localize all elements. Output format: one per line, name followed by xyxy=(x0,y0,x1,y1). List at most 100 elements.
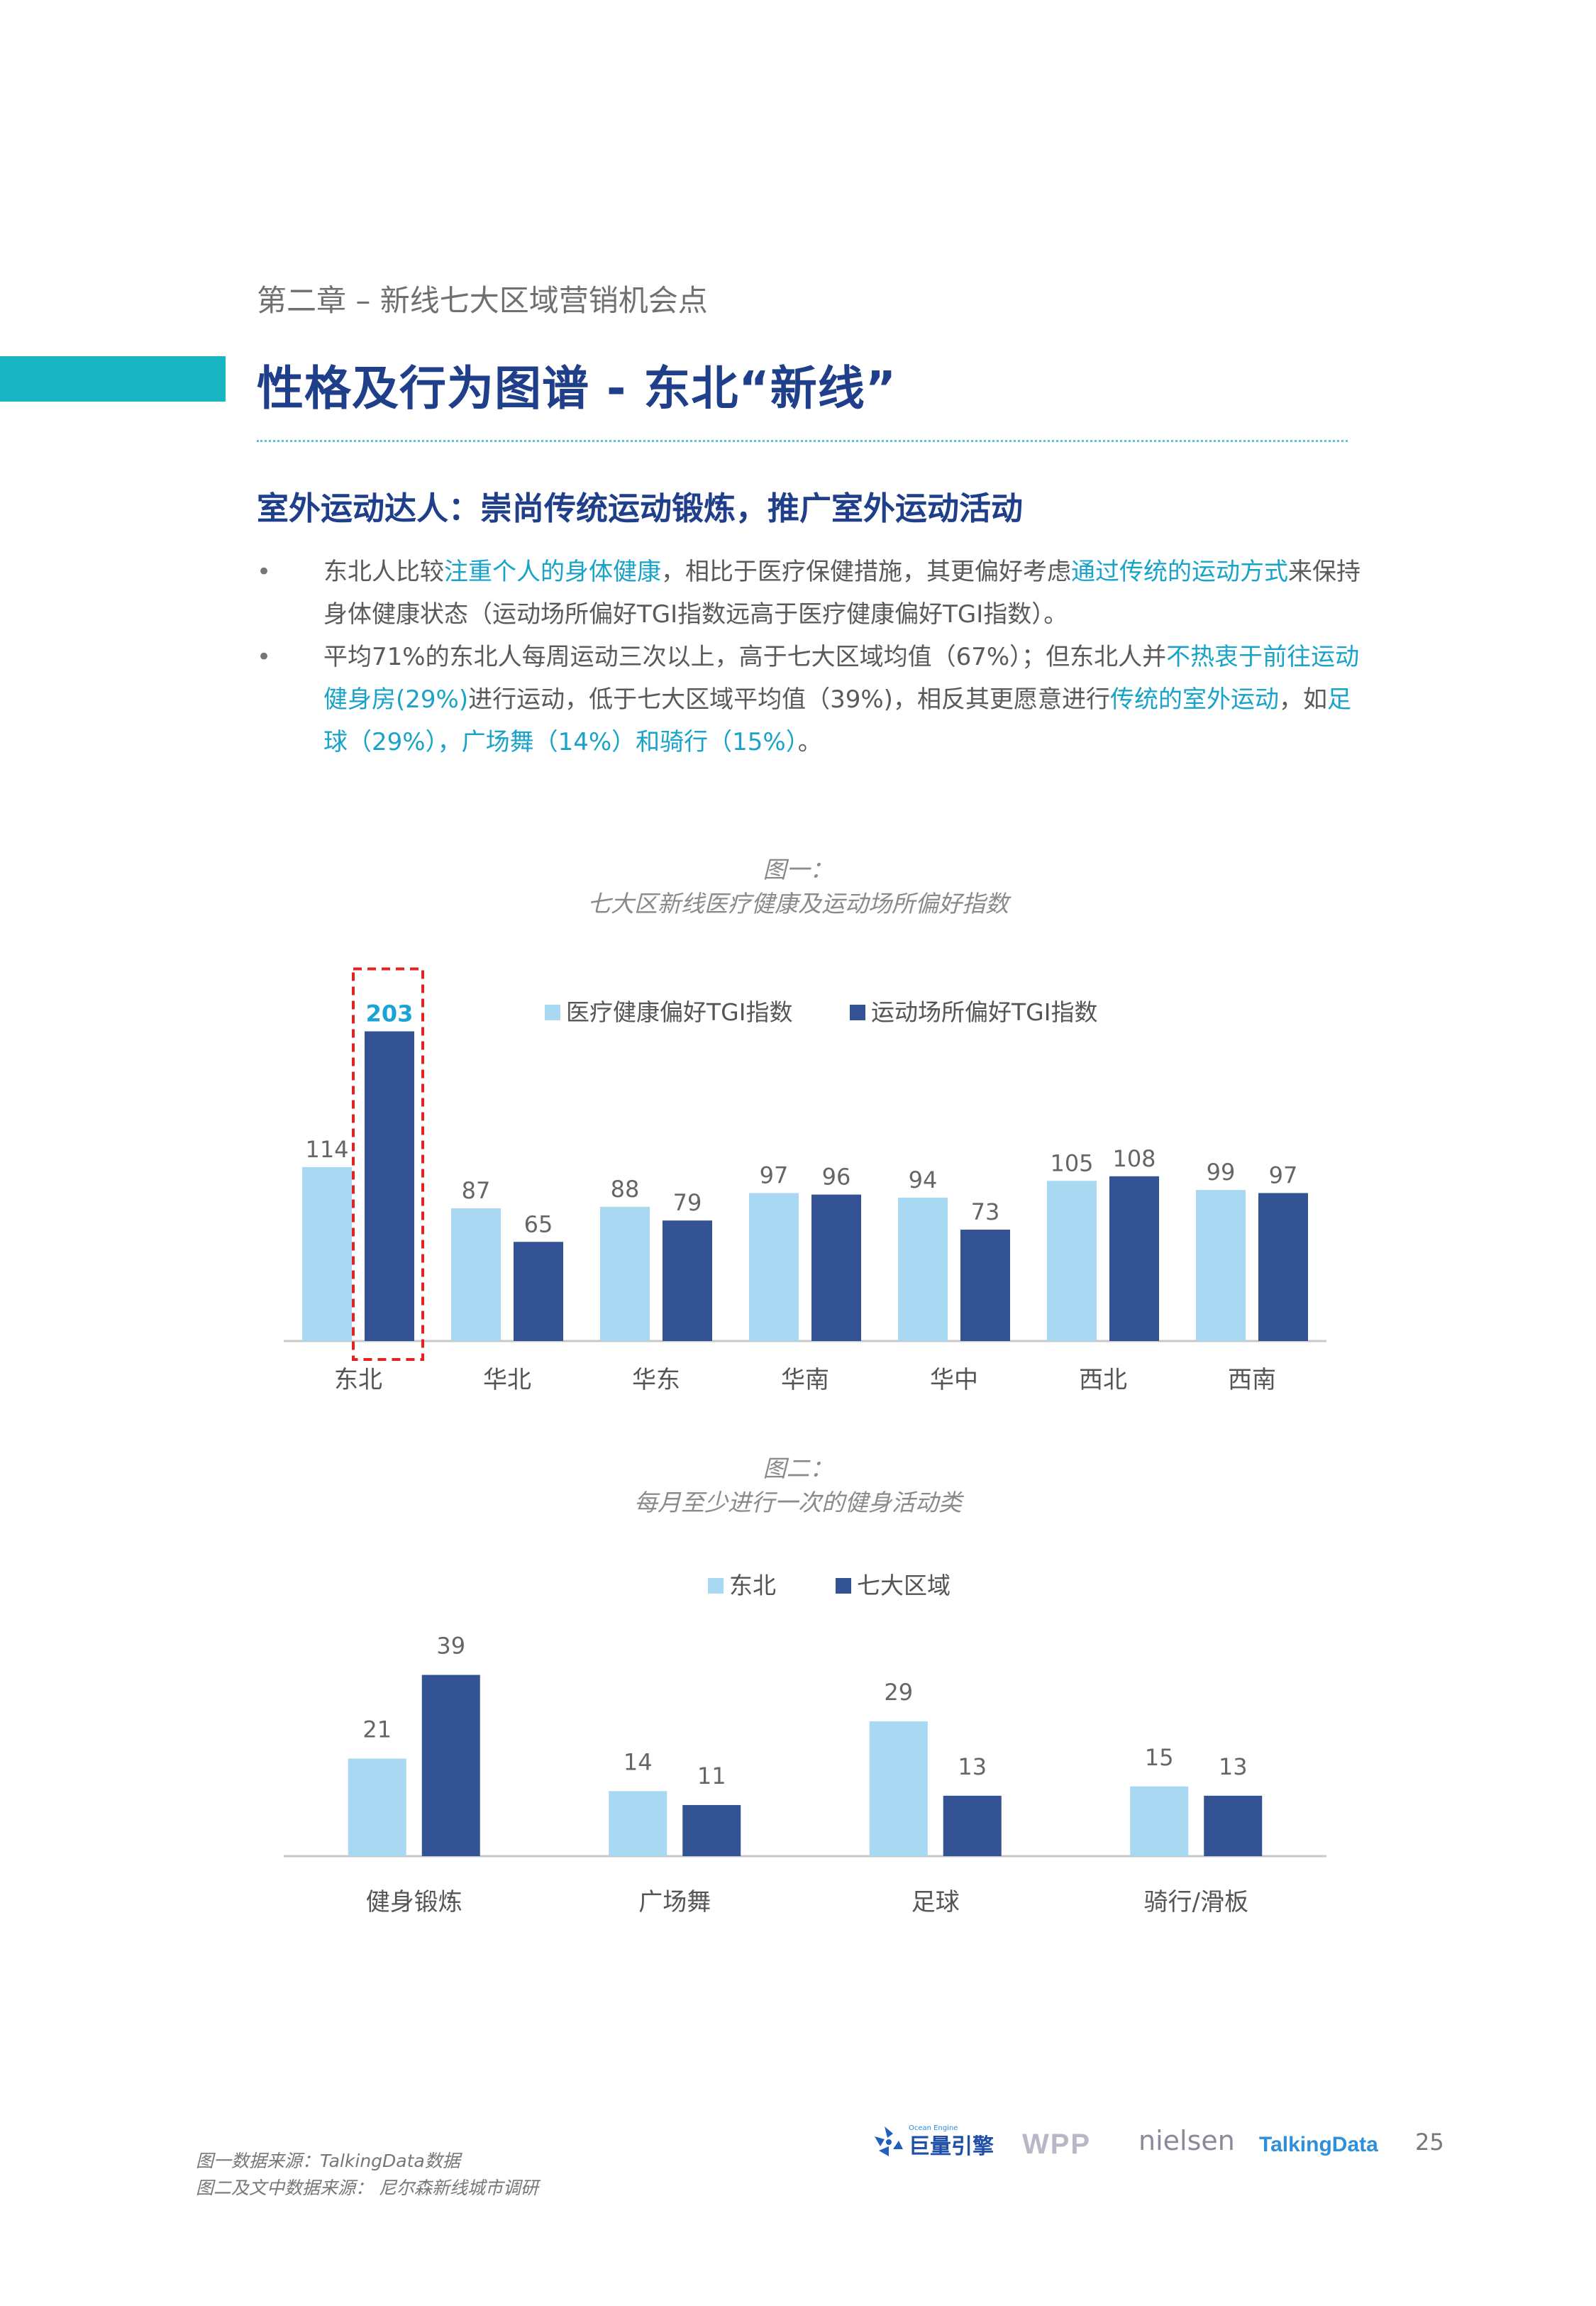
source-note-2: 图二及文中数据来源： 尼尔森新线城市调研 xyxy=(196,2178,538,2198)
divider xyxy=(257,440,1348,442)
bar xyxy=(1204,1795,1263,1856)
category-label: 足球 xyxy=(911,1888,960,1916)
category-label: 西南 xyxy=(1228,1366,1276,1394)
bar xyxy=(1109,1176,1159,1341)
page-title: 性格及行为图谱 - 东北“新线” xyxy=(257,361,897,416)
accent-bar xyxy=(0,356,226,402)
bullet-dot: • xyxy=(257,558,272,586)
bar xyxy=(1130,1786,1189,1856)
data-label: 29 xyxy=(884,1679,913,1706)
bullet-text: 来保持身体健康状态（运动场所偏好TGI指数远高于医疗健康偏好TGI指数）。 xyxy=(323,558,1361,629)
bullet-item: • 平均71%的东北人每周运动三次以上，高于七大区域均值（67%）；但东北人并不热… xyxy=(257,636,1363,763)
data-label: 203 xyxy=(366,1000,414,1027)
data-label: 96 xyxy=(822,1164,851,1191)
bar xyxy=(451,1208,501,1341)
bullet-text: ，相比于医疗保健措施，其更偏好考虑 xyxy=(661,558,1071,586)
bar xyxy=(749,1193,799,1341)
bar xyxy=(682,1804,741,1856)
data-label: 97 xyxy=(1269,1162,1298,1188)
legend-swatch xyxy=(545,1005,560,1020)
data-label: 73 xyxy=(971,1198,1000,1225)
chart1-caption: 图一： 七大区新线医疗健康及运动场所偏好指数 xyxy=(426,853,1170,921)
data-label: 39 xyxy=(436,1633,465,1660)
highlight-text: 注重个人的身体健康 xyxy=(444,558,661,586)
legend-label: 医疗健康偏好TGI指数 xyxy=(566,998,792,1026)
highlight-text: 传统的室外运动 xyxy=(1109,685,1279,714)
bullet-text: 。 xyxy=(797,728,822,756)
chart2-caption: 图二： 每月至少进行一次的健身活动类 xyxy=(426,1452,1170,1520)
category-label: 东北 xyxy=(334,1366,382,1394)
data-label: 65 xyxy=(524,1210,553,1237)
bar xyxy=(348,1758,406,1856)
bar xyxy=(1258,1193,1308,1341)
bullet-list: • 东北人比较注重个人的身体健康，相比于医疗保健措施，其更偏好考虑通过传统的运动方… xyxy=(257,551,1363,763)
chart1-caption-line1: 图一： xyxy=(763,856,833,883)
data-label: 13 xyxy=(958,1753,987,1780)
legend-label: 七大区域 xyxy=(857,1572,951,1599)
oceanengine-logo: 巨量引擎 xyxy=(909,2134,994,2159)
legend-label: 东北 xyxy=(729,1572,776,1599)
bar xyxy=(421,1675,480,1856)
data-label: 114 xyxy=(305,1136,348,1163)
page-number: 25 xyxy=(1415,2129,1444,2156)
bullet-dot: • xyxy=(257,643,272,671)
highlight-text: 足球（29%），广场舞（14%）和骑行（15%） xyxy=(323,685,1351,756)
legend-swatch xyxy=(850,1005,865,1020)
category-label: 健身锻炼 xyxy=(366,1888,462,1916)
highlight-text: 通过传统的运动方式 xyxy=(1071,558,1288,586)
chapter-heading: 第二章 – 新线七大区域营销机会点 xyxy=(257,283,708,318)
bullet-text: 进行运动，低于七大区域平均值（39%)，相反其更愿意进行 xyxy=(468,685,1110,714)
data-label: 79 xyxy=(673,1189,702,1216)
highlight-box xyxy=(352,967,424,1362)
bar xyxy=(600,1206,650,1341)
legend-label: 运动场所偏好TGI指数 xyxy=(871,998,1097,1026)
data-label: 105 xyxy=(1050,1149,1093,1176)
category-label: 华南 xyxy=(781,1366,829,1394)
bar xyxy=(898,1197,948,1341)
bar xyxy=(943,1795,1002,1856)
data-label: 108 xyxy=(1112,1145,1156,1172)
bar xyxy=(663,1220,712,1341)
bar xyxy=(960,1230,1010,1341)
category-label: 华中 xyxy=(930,1366,978,1394)
data-label: 99 xyxy=(1207,1159,1236,1186)
bullet-text: ，如 xyxy=(1278,685,1327,714)
legend-swatch xyxy=(708,1578,724,1594)
bullet-text: 平均71%的东北人每周运动三次以上，高于七大区域均值（67%）；但东北人并 xyxy=(323,643,1167,671)
category-label: 华东 xyxy=(632,1366,680,1394)
data-label: 11 xyxy=(697,1762,726,1789)
oceanengine-small-label: Ocean Engine xyxy=(909,2124,958,2132)
bar xyxy=(365,1031,414,1341)
talkingdata-logo: TalkingData xyxy=(1259,2133,1378,2156)
bullet-text: 东北人比较 xyxy=(323,558,444,586)
source-note-1: 图一数据来源：TalkingData数据 xyxy=(196,2151,460,2171)
partner-logos: Ocean Engine 巨量引擎 WPP nielsen TalkingDat… xyxy=(875,2124,1444,2160)
bar xyxy=(514,1242,563,1341)
highlight-text: 不热衷于前往运动健身房(29%) xyxy=(323,643,1360,714)
data-label: 97 xyxy=(760,1162,789,1188)
bar xyxy=(1196,1190,1246,1341)
chart2-caption-line2: 每月至少进行一次的健身活动类 xyxy=(634,1489,962,1516)
wpp-logo: WPP xyxy=(1022,2129,1091,2160)
bar xyxy=(609,1791,667,1856)
data-label: 94 xyxy=(909,1166,938,1193)
bar xyxy=(302,1166,352,1341)
chart1-caption-line2: 七大区新线医疗健康及运动场所偏好指数 xyxy=(587,890,1009,917)
section-subtitle: 室外运动达人：崇尚传统运动锻炼，推广室外运动活动 xyxy=(257,490,1024,527)
oceanengine-icon xyxy=(875,2126,903,2156)
bar xyxy=(1047,1181,1097,1341)
data-label: 14 xyxy=(624,1748,653,1775)
bar xyxy=(811,1194,861,1341)
category-label: 广场舞 xyxy=(638,1888,711,1916)
data-label: 13 xyxy=(1219,1753,1248,1780)
category-label: 华北 xyxy=(483,1366,531,1394)
bullet-item: • 东北人比较注重个人的身体健康，相比于医疗保健措施，其更偏好考虑通过传统的运动方… xyxy=(257,551,1363,636)
chart2-caption-line1: 图二： xyxy=(763,1455,833,1482)
category-label: 骑行/滑板 xyxy=(1144,1888,1248,1916)
data-label: 15 xyxy=(1145,1744,1174,1771)
bar xyxy=(869,1721,928,1856)
legend-swatch xyxy=(836,1578,851,1594)
data-label: 87 xyxy=(462,1177,491,1204)
